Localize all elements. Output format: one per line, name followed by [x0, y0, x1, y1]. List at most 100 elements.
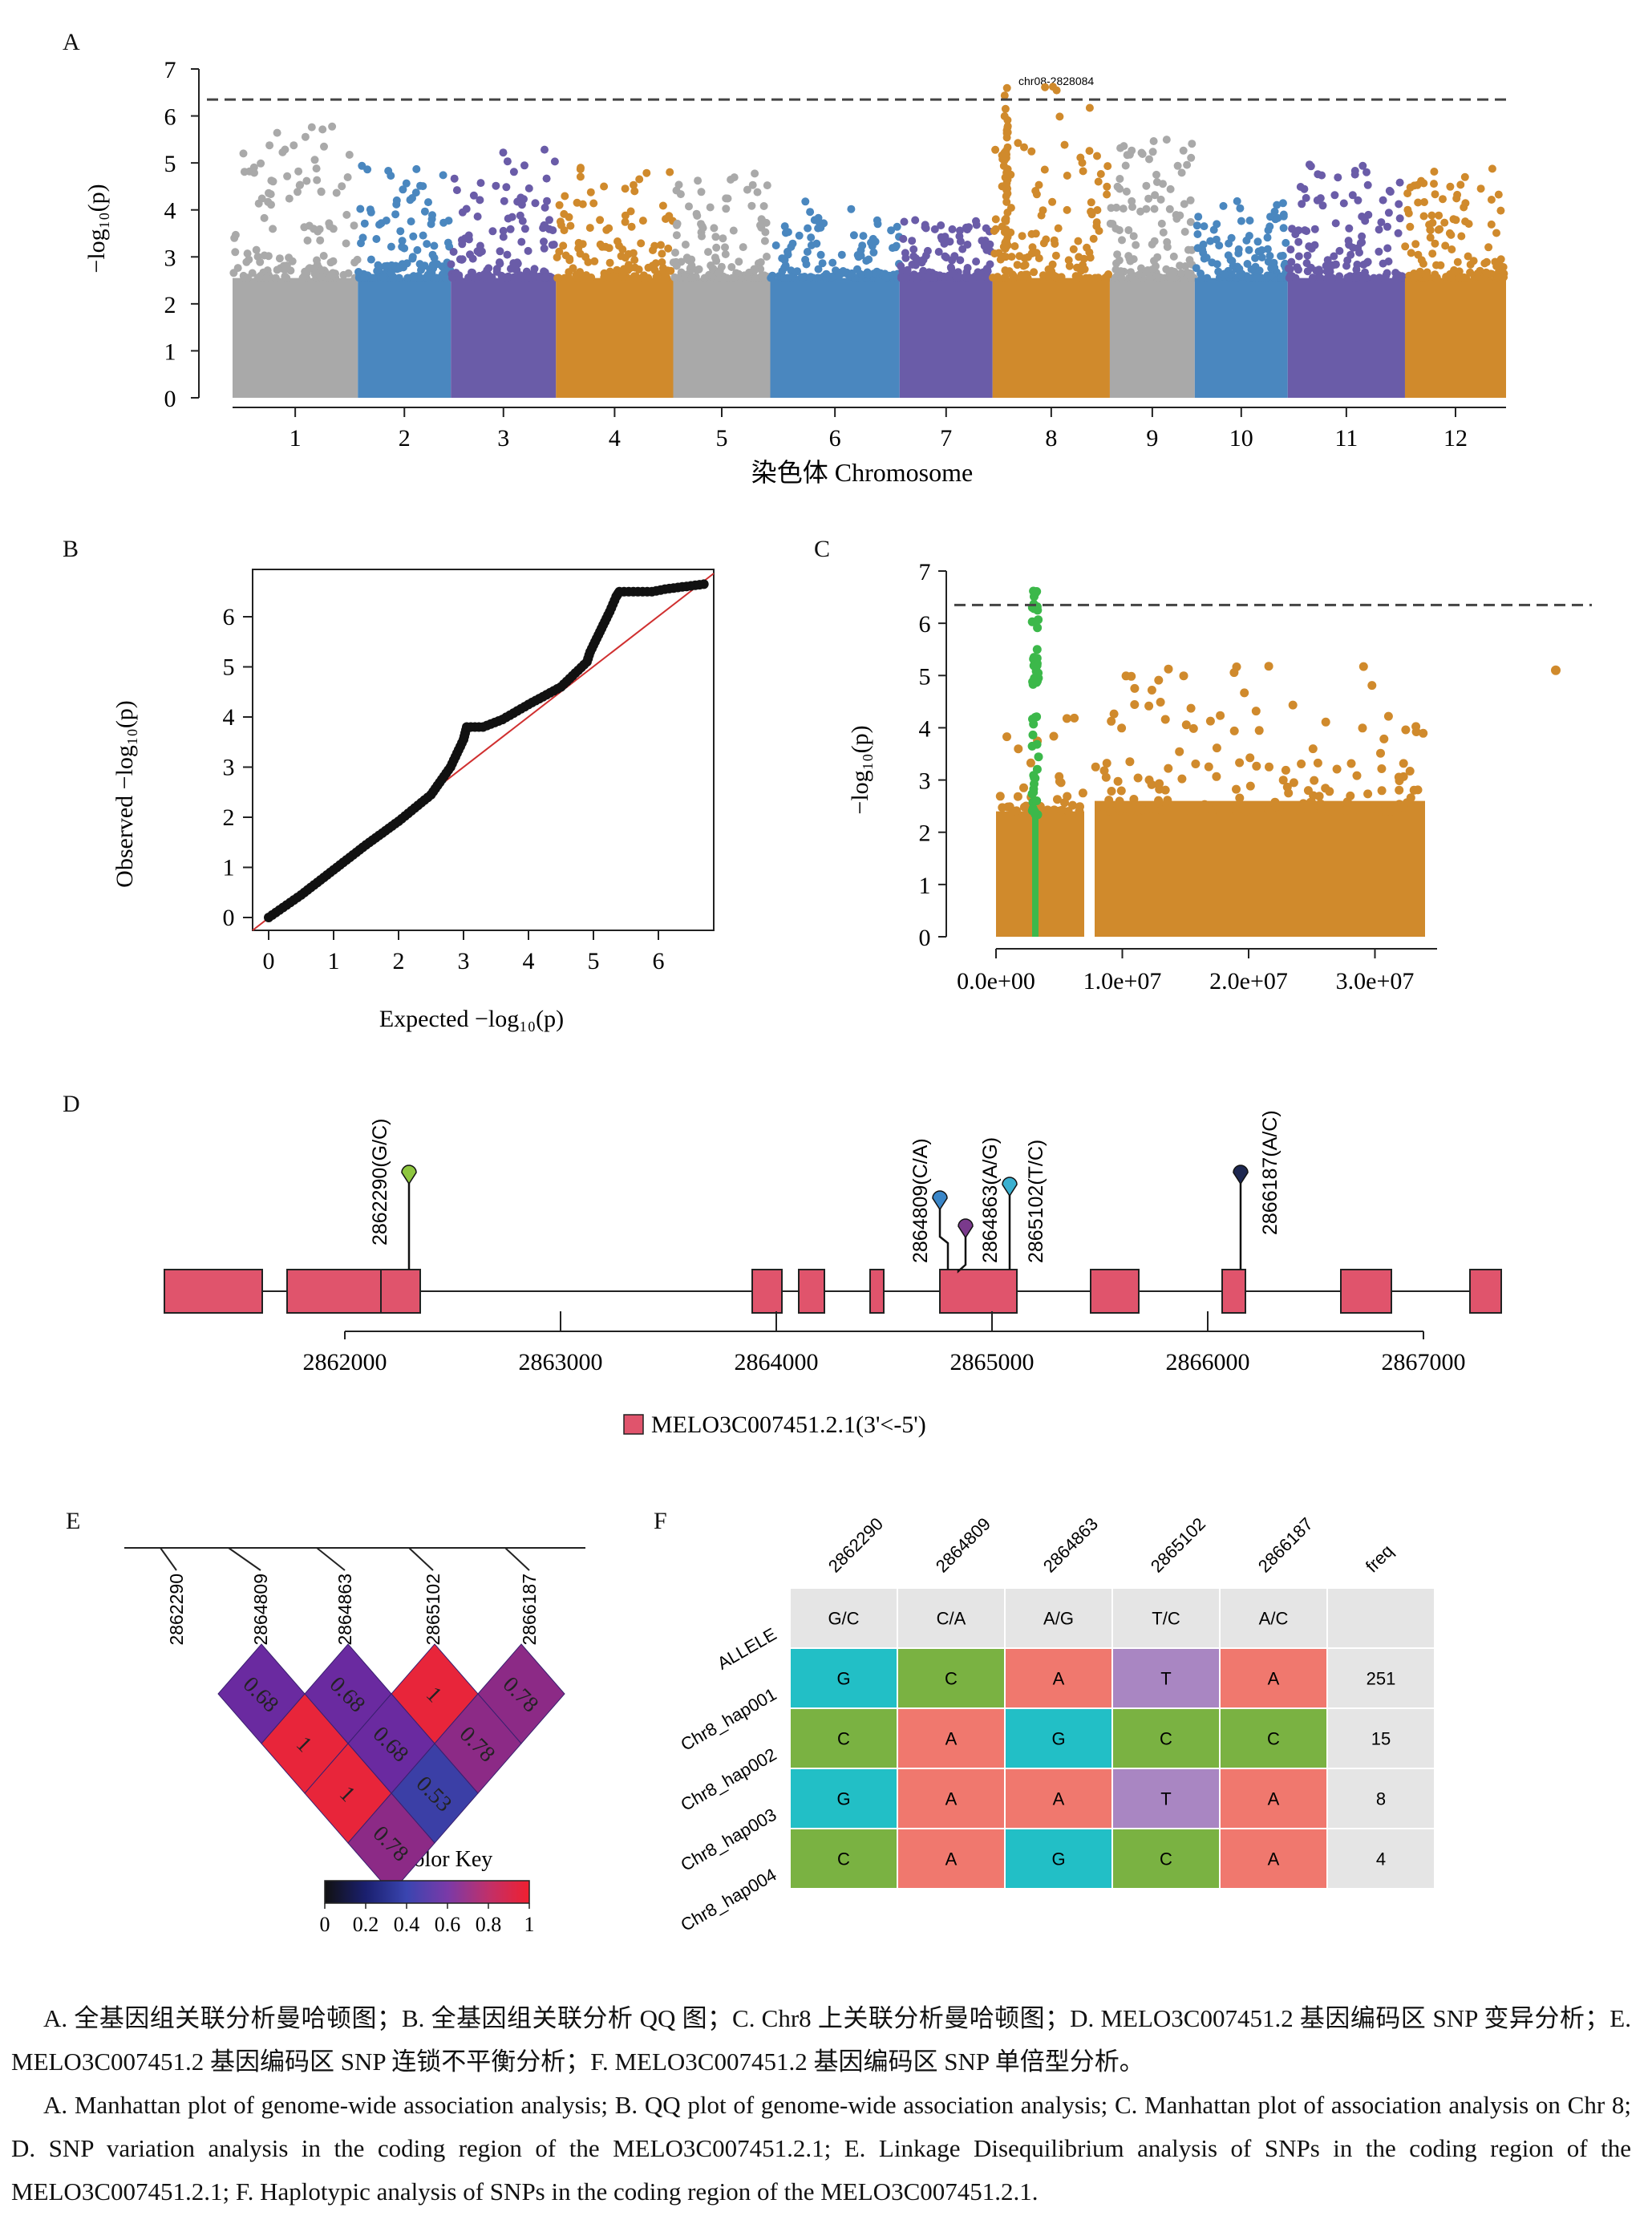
manhattan-point	[1233, 196, 1241, 205]
manhattan-point	[590, 257, 599, 265]
manhattan-point	[303, 236, 312, 245]
manhattan-point	[1263, 245, 1272, 253]
manhattan-point	[1308, 273, 1317, 282]
chr-tick-label: 8	[1045, 425, 1057, 452]
hap-cell	[897, 1707, 1006, 1769]
manhattan-point	[1406, 222, 1415, 231]
manhattan-point	[1135, 270, 1144, 279]
candidate-point	[1032, 645, 1042, 654]
manhattan-point	[469, 191, 478, 200]
panel-b-xlabel: Expected −log₁₀(p)	[379, 1006, 564, 1032]
manhattan-point	[1039, 239, 1048, 248]
manhattan-point	[1253, 237, 1262, 246]
manhattan-point	[1358, 213, 1367, 221]
manhattan-point	[1331, 219, 1340, 228]
chr-band	[673, 277, 771, 398]
manhattan-point	[787, 242, 796, 251]
candidate-point	[1033, 606, 1043, 615]
manhattan-point	[1330, 252, 1338, 261]
manhattan-point	[813, 273, 822, 282]
manhattan-point	[1265, 222, 1274, 231]
chr8-point	[1156, 806, 1166, 815]
manhattan-point	[319, 252, 328, 260]
chr8-point	[1107, 787, 1116, 796]
chr8-point	[1325, 787, 1334, 796]
manhattan-point	[711, 253, 719, 262]
chr8-point	[1252, 761, 1261, 771]
manhattan-point	[937, 221, 945, 229]
manhattan-point	[1303, 251, 1312, 260]
manhattan-point	[1156, 195, 1165, 204]
chr8-point	[1102, 759, 1111, 768]
manhattan-point	[423, 273, 431, 282]
chr8-point	[1212, 743, 1221, 753]
chr8-point	[1184, 805, 1193, 815]
chr8-point	[1129, 795, 1139, 804]
manhattan-point	[1257, 253, 1266, 261]
candidate-point	[1028, 730, 1038, 739]
manhattan-point	[1420, 198, 1428, 206]
manhattan-point	[854, 253, 863, 261]
freq-cell-text: 15	[1371, 1729, 1391, 1749]
chr8-points	[995, 586, 1561, 937]
chr8-point	[1116, 786, 1126, 796]
manhattan-point	[424, 198, 432, 207]
manhattan-point	[271, 273, 280, 282]
manhattan-point	[381, 262, 390, 270]
manhattan-point	[1494, 190, 1503, 199]
manhattan-point	[1176, 211, 1184, 220]
hap-cell	[1004, 1647, 1113, 1709]
manhattan-point	[1228, 257, 1237, 265]
manhattan-point	[900, 217, 909, 226]
manhattan-point	[245, 255, 253, 264]
manhattan-point	[1111, 265, 1120, 274]
candidate-point	[1033, 623, 1043, 633]
manhattan-point	[1150, 205, 1159, 213]
hap-cell-text: A	[945, 1729, 958, 1749]
manhattan-point	[1093, 206, 1102, 214]
chr8-point	[1104, 796, 1114, 805]
manhattan-point	[1074, 237, 1083, 245]
manhattan-point	[540, 244, 549, 253]
manhattan-point	[605, 244, 613, 253]
manhattan-point	[606, 273, 615, 282]
manhattan-point	[280, 265, 289, 274]
manhattan-point	[1148, 265, 1156, 274]
chr8-point	[1026, 758, 1035, 768]
manhattan-point	[488, 227, 497, 236]
chr8-point	[1284, 788, 1294, 798]
manhattan-point	[476, 179, 485, 188]
manhattan-point	[387, 242, 395, 251]
gene-axis-tick: 2862000	[303, 1349, 387, 1375]
panel-c-ytick: 2	[919, 820, 931, 847]
manhattan-point	[644, 273, 653, 282]
chr8-point	[1019, 783, 1028, 792]
chr-tick-label: 5	[715, 425, 727, 452]
candidate-point	[1032, 587, 1042, 596]
manhattan-point	[1413, 180, 1422, 189]
manhattan-point	[382, 217, 391, 225]
manhattan-point	[316, 267, 325, 276]
hap-cell-text: C	[1267, 1729, 1280, 1749]
chr8-point	[1214, 804, 1224, 814]
manhattan-point	[1000, 111, 1009, 120]
manhattan-point	[1192, 264, 1201, 273]
manhattan-point	[630, 180, 638, 189]
manhattan-point	[1093, 152, 1101, 160]
manhattan-point	[499, 233, 508, 241]
ld-snp-label: 2865102	[423, 1574, 443, 1646]
manhattan-point	[1186, 217, 1195, 226]
manhattan-point	[1302, 227, 1311, 236]
manhattan-point	[1209, 225, 1218, 234]
manhattan-point	[1492, 229, 1500, 237]
manhattan-point	[1499, 269, 1508, 278]
manhattan-point	[1294, 252, 1303, 261]
manhattan-point	[793, 267, 802, 276]
chr8-point	[1160, 715, 1170, 724]
chr8-point	[1332, 764, 1342, 774]
panel-c-ylabel: −log₁₀(p)	[847, 725, 873, 814]
chr8-point	[1191, 760, 1201, 768]
chr8-point	[1308, 744, 1318, 754]
manhattan-point	[1169, 252, 1178, 261]
manhattan-point	[722, 205, 731, 213]
